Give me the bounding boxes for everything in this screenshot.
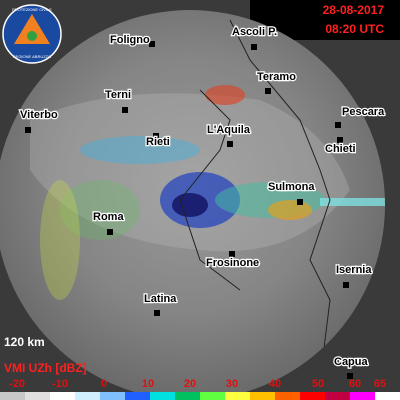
logo-triangle (14, 14, 50, 44)
city-marker (297, 199, 303, 205)
scale-color (75, 392, 101, 400)
scale-color (250, 392, 276, 400)
echo (172, 193, 208, 217)
city-label: L'Aquila (207, 124, 251, 136)
legend-title: VMI UZh [dBZ] (4, 361, 87, 375)
scale-label: 0 (101, 378, 107, 390)
city-marker (337, 137, 343, 143)
scale-color (350, 392, 376, 400)
echo (80, 136, 200, 164)
echo (320, 198, 385, 206)
city-label: Foligno (110, 34, 150, 46)
scale-label: 40 (269, 378, 281, 390)
border (229, 19, 331, 381)
scale-color (100, 392, 126, 400)
echo (205, 85, 245, 105)
scale-color (25, 392, 51, 400)
city-label: Roma (93, 211, 124, 223)
echoes (30, 19, 385, 381)
scale-label: 65 (374, 378, 386, 390)
city-marker (154, 310, 160, 316)
scale-label: 20 (184, 378, 196, 390)
city-marker (25, 127, 31, 133)
city-label: Pescara (342, 106, 385, 118)
city-marker (153, 133, 159, 139)
scale-color (225, 392, 251, 400)
scale-label: 30 (226, 378, 238, 390)
city-label: Isernia (336, 264, 372, 276)
city-label: Viterbo (20, 109, 58, 121)
scale-label: 60 (349, 378, 361, 390)
scale-color (375, 392, 400, 400)
scale-color (50, 392, 76, 400)
scale-color (275, 392, 301, 400)
logo-text: PROTEZIONE CIVILE (12, 7, 52, 12)
city-label: Capua (334, 356, 369, 368)
city-label: Teramo (257, 71, 296, 83)
scale-label: -20 (9, 378, 25, 390)
city-marker (265, 88, 271, 94)
border (179, 89, 241, 291)
city-marker (229, 251, 235, 257)
logo-mark (27, 31, 37, 41)
date: 28-08-2017 (323, 3, 385, 17)
echo (60, 180, 140, 240)
scale-label: 50 (312, 378, 324, 390)
scale-label: 10 (142, 378, 154, 390)
city-marker (251, 44, 257, 50)
city-label: Ascoli P. (232, 26, 277, 38)
city-label: Rieti (146, 136, 170, 148)
city-label: Latina (144, 293, 177, 305)
scale-color (175, 392, 201, 400)
legend: -20 -10 0 10 20 30 40 50 60 65 (0, 378, 400, 400)
city-marker (347, 373, 353, 379)
city-label: Terni (105, 89, 131, 101)
cities: Foligno Ascoli P. Teramo Pescara Terni Viterb… (19, 25, 386, 379)
echo (268, 200, 312, 220)
logo-text: REGIONE ABRUZZO (13, 54, 51, 59)
city-label: Frosinone (206, 257, 259, 269)
city-marker (343, 282, 349, 288)
scale-color (325, 392, 351, 400)
scale-label: -10 (52, 378, 68, 390)
scale-color (300, 392, 326, 400)
city-marker (107, 229, 113, 235)
city-marker (335, 122, 341, 128)
city-label: Sulmona (268, 181, 315, 193)
echo (40, 180, 80, 300)
city-marker (227, 141, 233, 147)
scale-color (0, 392, 26, 400)
time: 08:20 UTC (325, 22, 384, 36)
scale-color (125, 392, 151, 400)
city-label: Chieti (325, 143, 356, 155)
range-label: 120 km (4, 335, 45, 349)
scale-color (150, 392, 176, 400)
city-marker (122, 107, 128, 113)
city-marker (149, 41, 155, 47)
scale-color (200, 392, 226, 400)
